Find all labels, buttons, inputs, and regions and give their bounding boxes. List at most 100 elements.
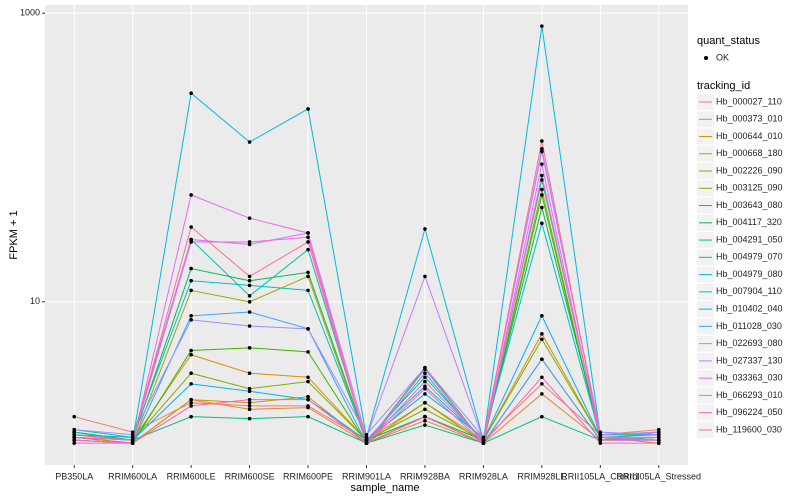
- legend-label: Hb_010402_040: [716, 303, 783, 313]
- data-point: [247, 216, 252, 220]
- data-point: [189, 352, 193, 357]
- data-point: [189, 266, 193, 271]
- legend-label: Hb_004291_050: [716, 234, 783, 244]
- data-point: [481, 438, 486, 442]
- data-point: [306, 405, 310, 410]
- data-point: [306, 270, 310, 275]
- data-point: [306, 414, 310, 419]
- data-point: [423, 375, 427, 380]
- x-tick-label: RRIM928LA: [459, 471, 508, 481]
- data-point: [306, 350, 310, 354]
- data-point: [247, 300, 252, 304]
- data-point: [72, 427, 77, 432]
- data-point: [189, 414, 193, 419]
- x-tick-label: RRIM928LE: [517, 471, 566, 481]
- data-point: [540, 162, 544, 166]
- legend-label: Hb_000027_110: [716, 96, 782, 106]
- data-point: [189, 404, 193, 408]
- data-point: [540, 382, 544, 386]
- data-point: [598, 430, 603, 434]
- data-point: [247, 324, 252, 328]
- data-point: [72, 432, 77, 437]
- data-point: [306, 288, 310, 293]
- data-point: [481, 435, 486, 440]
- data-point: [423, 274, 427, 279]
- x-tick-label: RRIM600SE: [225, 471, 275, 481]
- data-point: [364, 441, 369, 445]
- data-point: [364, 435, 369, 440]
- y-tick-label: 10: [30, 296, 40, 306]
- data-point: [540, 173, 544, 178]
- data-point: [247, 389, 252, 394]
- data-point: [189, 278, 193, 283]
- data-point: [189, 193, 193, 197]
- data-point: [423, 371, 427, 376]
- data-point: [540, 375, 544, 380]
- data-point: [247, 310, 252, 314]
- data-point: [540, 187, 544, 192]
- data-point: [540, 392, 544, 396]
- legend-title: tracking_id: [697, 80, 750, 92]
- legend-label: Hb_033363_030: [716, 373, 783, 383]
- data-point: [423, 392, 427, 396]
- data-point: [189, 397, 193, 402]
- data-point: [247, 274, 252, 279]
- data-point: [540, 149, 544, 154]
- data-point: [540, 139, 544, 143]
- data-point: [540, 221, 544, 226]
- legend-label: Hb_004979_080: [716, 269, 783, 279]
- data-point: [423, 418, 427, 423]
- data-point: [306, 274, 310, 279]
- data-point: [540, 357, 544, 362]
- data-point: [364, 438, 369, 442]
- data-point: [598, 438, 603, 442]
- y-tick-label: 1000: [20, 8, 40, 18]
- legend-label: Hb_003643_080: [716, 200, 783, 210]
- x-tick-label: PB350LA: [55, 471, 93, 481]
- data-point: [306, 394, 310, 399]
- data-point: [130, 441, 135, 445]
- data-point: [598, 432, 603, 437]
- data-point: [306, 327, 310, 331]
- legend-label: Hb_000668_180: [716, 148, 783, 158]
- data-point: [423, 407, 427, 412]
- data-point: [423, 367, 427, 372]
- data-point: [189, 225, 193, 229]
- data-point: [72, 414, 77, 419]
- legend-label: Hb_011028_030: [716, 321, 782, 331]
- data-point: [598, 435, 603, 440]
- data-point: [540, 337, 544, 342]
- legend-label: Hb_119600_030: [716, 424, 782, 434]
- data-point: [130, 430, 135, 434]
- x-tick-label: RRIM928BA: [400, 471, 450, 481]
- y-axis-title: FPKM + 1: [8, 210, 20, 259]
- data-point: [423, 386, 427, 391]
- legend-label: Hb_007904_110: [716, 286, 782, 296]
- data-point: [247, 294, 252, 298]
- legend-label: Hb_096224_050: [716, 407, 783, 417]
- data-point: [189, 314, 193, 318]
- data-point: [423, 414, 427, 419]
- data-point: [540, 193, 544, 197]
- data-point: [247, 371, 252, 376]
- data-point: [189, 382, 193, 386]
- legend-label: Hb_027337_130: [716, 355, 783, 365]
- data-point: [656, 430, 661, 434]
- data-point: [481, 441, 486, 445]
- data-point: [247, 416, 252, 421]
- data-point: [247, 346, 252, 350]
- data-point: [306, 397, 310, 402]
- legend-title: quant_status: [697, 35, 760, 47]
- legend-label: Hb_003125_090: [716, 183, 783, 193]
- data-point: [306, 247, 310, 252]
- data-point: [189, 371, 193, 376]
- x-tick-label: RRIM600LE: [167, 471, 216, 481]
- data-point: [540, 332, 544, 336]
- data-point: [423, 423, 427, 427]
- data-point: [656, 441, 661, 445]
- data-point: [247, 283, 252, 288]
- data-point: [540, 314, 544, 318]
- x-tick-label: RRII105LA_Control: [561, 471, 639, 481]
- data-point: [306, 231, 310, 235]
- data-point: [247, 407, 252, 412]
